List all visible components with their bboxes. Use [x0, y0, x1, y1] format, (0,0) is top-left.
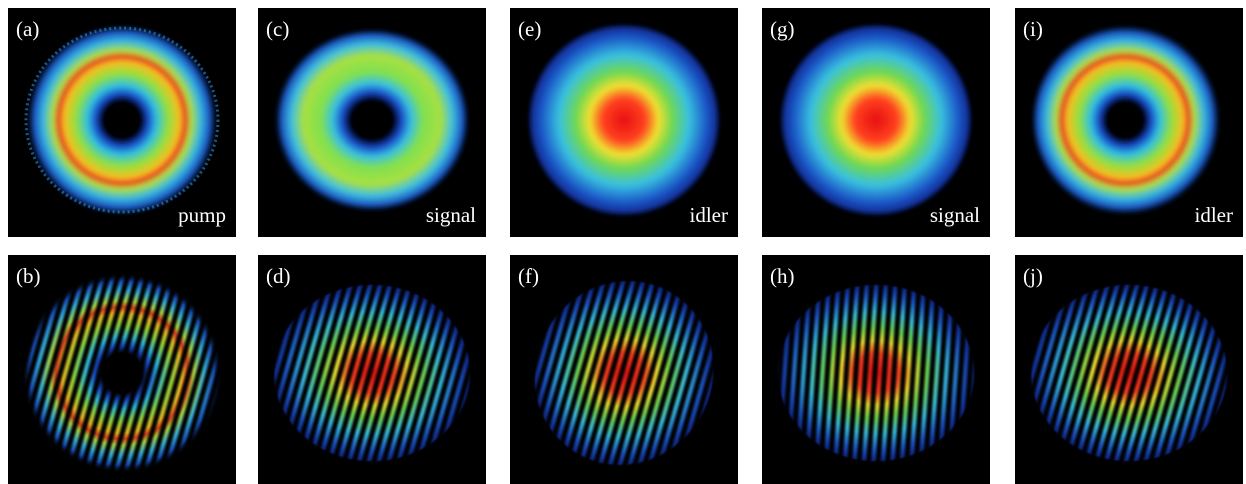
image-panel: (a) pump	[8, 8, 236, 237]
interference-fringes	[22, 273, 222, 473]
image-panel: (c) signal	[258, 8, 486, 237]
panel-label: (b)	[16, 264, 41, 288]
beam-image: (f)	[510, 255, 738, 484]
panel-caption: idler	[690, 203, 728, 227]
image-panel: (j)	[1015, 255, 1243, 484]
beam-image: (e) idler	[510, 8, 738, 237]
image-panel: (d)	[258, 255, 486, 484]
beam-image: (a) pump	[8, 8, 236, 237]
panel-caption: signal	[426, 203, 476, 227]
beam-profile	[780, 24, 972, 216]
image-panel: (g) signal	[762, 8, 990, 237]
panel-label: (a)	[16, 17, 39, 41]
interference-fringes	[1029, 283, 1229, 463]
beam-image: (b)	[8, 255, 236, 484]
beam-profile	[1033, 24, 1225, 216]
interference-fringes	[272, 283, 472, 463]
image-panel: (h)	[762, 255, 990, 484]
panel-label: (j)	[1023, 264, 1043, 288]
panel-caption: idler	[1195, 203, 1233, 227]
beam-image: (c) signal	[258, 8, 486, 237]
image-panel: (e) idler	[510, 8, 738, 237]
beam-image: (d)	[258, 255, 486, 484]
figure: (a) pump (b) (c) signal (d) (e) idler (f) (g) sign…	[0, 0, 1246, 484]
image-panel: (f)	[510, 255, 738, 484]
beam-profile	[528, 24, 720, 216]
panel-label: (i)	[1023, 17, 1043, 41]
interference-fringes	[776, 283, 976, 463]
beam-image: (i) idler	[1015, 8, 1243, 237]
panel-label: (e)	[518, 17, 541, 41]
panel-label: (c)	[266, 17, 289, 41]
image-panel: (b)	[8, 255, 236, 484]
panel-label: (d)	[266, 264, 291, 288]
panel-caption: signal	[930, 203, 980, 227]
beam-image: (h)	[762, 255, 990, 484]
beam-image: (g) signal	[762, 8, 990, 237]
panel-label: (g)	[770, 17, 795, 41]
beam-image: (j)	[1015, 255, 1243, 484]
image-panel: (i) idler	[1015, 8, 1243, 237]
panel-label: (h)	[770, 264, 795, 288]
panel-caption: pump	[178, 203, 226, 227]
interference-fringes	[510, 255, 738, 484]
panel-label: (f)	[518, 264, 539, 288]
beam-profile	[274, 28, 470, 212]
